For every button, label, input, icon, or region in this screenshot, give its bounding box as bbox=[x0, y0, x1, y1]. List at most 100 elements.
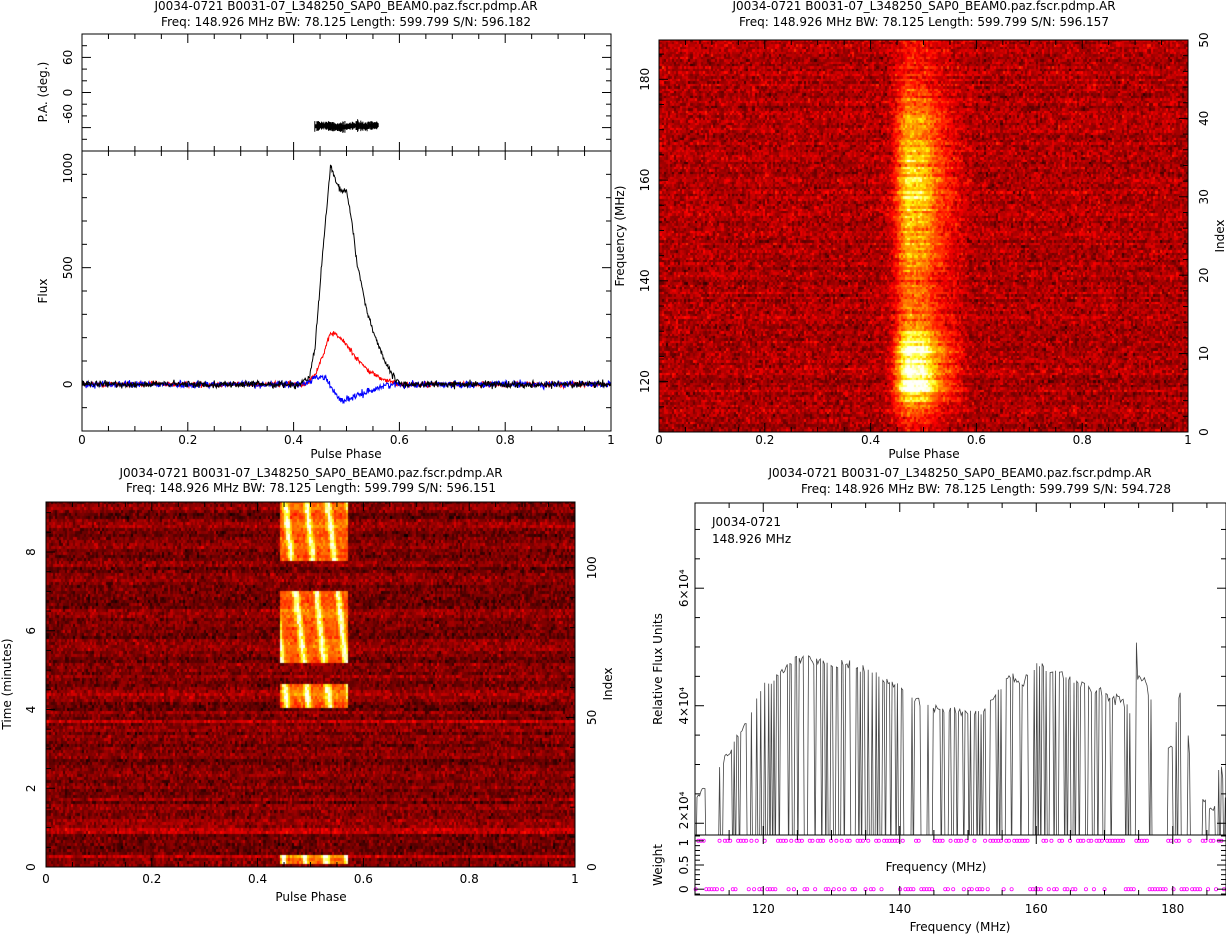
weight-point bbox=[1105, 838, 1110, 843]
weight-point bbox=[746, 887, 751, 892]
weight-point bbox=[728, 838, 733, 843]
pa-axis-label: P.A. (deg.) bbox=[36, 62, 50, 123]
weight-point bbox=[892, 838, 897, 843]
weight-point bbox=[1166, 838, 1171, 843]
weight-point bbox=[741, 838, 746, 843]
weight-point bbox=[1150, 887, 1155, 892]
weight-point bbox=[932, 838, 937, 843]
x-tick-label: 1 bbox=[1184, 433, 1192, 447]
weight-point bbox=[720, 887, 725, 892]
x-tick-label: 0.2 bbox=[142, 872, 161, 886]
profile-title: J0034-0721 B0031-07_L348250_SAP0_BEAM0.p… bbox=[154, 0, 538, 13]
weight-point bbox=[1115, 838, 1120, 843]
weight-point bbox=[1179, 887, 1184, 892]
weight-point bbox=[1187, 838, 1192, 843]
weight-point bbox=[1192, 887, 1197, 892]
y-axis-label: Flux bbox=[36, 279, 50, 304]
weight-point bbox=[1089, 838, 1094, 843]
weight-point bbox=[1198, 887, 1203, 892]
y-tick-label: 4×10⁴ bbox=[677, 687, 691, 725]
x-tick-label: 0.8 bbox=[1073, 433, 1092, 447]
weight-point bbox=[1195, 887, 1200, 892]
y-tick-label: 60 bbox=[61, 50, 75, 65]
weight-point bbox=[839, 838, 844, 843]
weight-point bbox=[794, 838, 799, 843]
y-tick-label: 6 bbox=[24, 627, 38, 635]
weight-point bbox=[1203, 838, 1208, 843]
weight-point bbox=[961, 887, 966, 892]
weight-point bbox=[948, 838, 953, 843]
weight-point bbox=[871, 887, 876, 892]
weight-point bbox=[919, 887, 924, 892]
x-tick-label: 0.6 bbox=[967, 433, 986, 447]
y-tick-label: 50 bbox=[1197, 32, 1211, 47]
weight-point bbox=[929, 887, 934, 892]
weight-point bbox=[953, 838, 958, 843]
weight-point bbox=[935, 838, 940, 843]
weight-point bbox=[890, 838, 895, 843]
y-tick-label: 0 bbox=[1197, 428, 1211, 436]
weight-point bbox=[1190, 887, 1195, 892]
frequency-annotation: 148.926 MHz bbox=[712, 532, 791, 546]
x-tick-label: 140 bbox=[888, 902, 911, 916]
weight-point bbox=[847, 838, 852, 843]
weight-point bbox=[900, 838, 905, 843]
weight-point bbox=[943, 887, 948, 892]
weight-point bbox=[844, 838, 849, 843]
x-tick-label: 0.4 bbox=[861, 433, 880, 447]
weight-point bbox=[874, 838, 879, 843]
weight-point bbox=[749, 838, 754, 843]
weight-point bbox=[1200, 838, 1205, 843]
x-axis-label: Pulse Phase bbox=[310, 447, 381, 461]
x-tick-label: 0 bbox=[78, 433, 86, 447]
y-tick-label: 500 bbox=[61, 256, 75, 279]
weight-point bbox=[940, 838, 945, 843]
x-axis-label: Pulse Phase bbox=[888, 447, 959, 461]
weight-point bbox=[983, 838, 988, 843]
weight-point bbox=[1046, 887, 1051, 892]
x-tick-label: 0.4 bbox=[284, 433, 303, 447]
weight-point bbox=[1086, 838, 1091, 843]
weight-point bbox=[1052, 887, 1057, 892]
weight-point bbox=[823, 887, 828, 892]
weight-point bbox=[799, 838, 804, 843]
weight-point bbox=[1147, 887, 1152, 892]
weight-point bbox=[884, 838, 889, 843]
x-tick-label: 1 bbox=[607, 433, 615, 447]
weight-point bbox=[1073, 887, 1078, 892]
weight-point bbox=[1155, 887, 1160, 892]
weight-point bbox=[1171, 887, 1176, 892]
weight-point bbox=[1145, 838, 1150, 843]
weight-point bbox=[993, 838, 998, 843]
weight-point bbox=[852, 887, 857, 892]
weight-point bbox=[1107, 838, 1112, 843]
weight-point bbox=[951, 887, 956, 892]
linear-pol-line bbox=[81, 331, 612, 390]
weight-point bbox=[879, 887, 884, 892]
weight-point bbox=[738, 838, 743, 843]
weight-point bbox=[807, 838, 812, 843]
weight-point bbox=[1081, 838, 1086, 843]
weight-point bbox=[714, 887, 719, 892]
weight-point bbox=[722, 838, 727, 843]
weight-point bbox=[815, 838, 820, 843]
x-tick-label: 0.4 bbox=[248, 872, 267, 886]
weight-point bbox=[1017, 838, 1022, 843]
source-annotation: J0034-0721 bbox=[711, 515, 781, 529]
weight-point bbox=[1211, 838, 1216, 843]
weight-point bbox=[704, 887, 709, 892]
weight-point bbox=[736, 838, 741, 843]
weight-point bbox=[837, 887, 842, 892]
weight-point bbox=[1025, 838, 1030, 843]
weight-point bbox=[752, 887, 757, 892]
weight-point bbox=[1057, 838, 1062, 843]
time-phase-axes-box bbox=[45, 501, 576, 868]
weight-point bbox=[1126, 887, 1131, 892]
weight-point bbox=[959, 838, 964, 843]
weight-point bbox=[850, 887, 855, 892]
weight-point bbox=[1097, 838, 1102, 843]
weight-point bbox=[1160, 887, 1165, 892]
weight-point bbox=[725, 838, 730, 843]
weight-point bbox=[980, 887, 985, 892]
weight-point bbox=[802, 887, 807, 892]
